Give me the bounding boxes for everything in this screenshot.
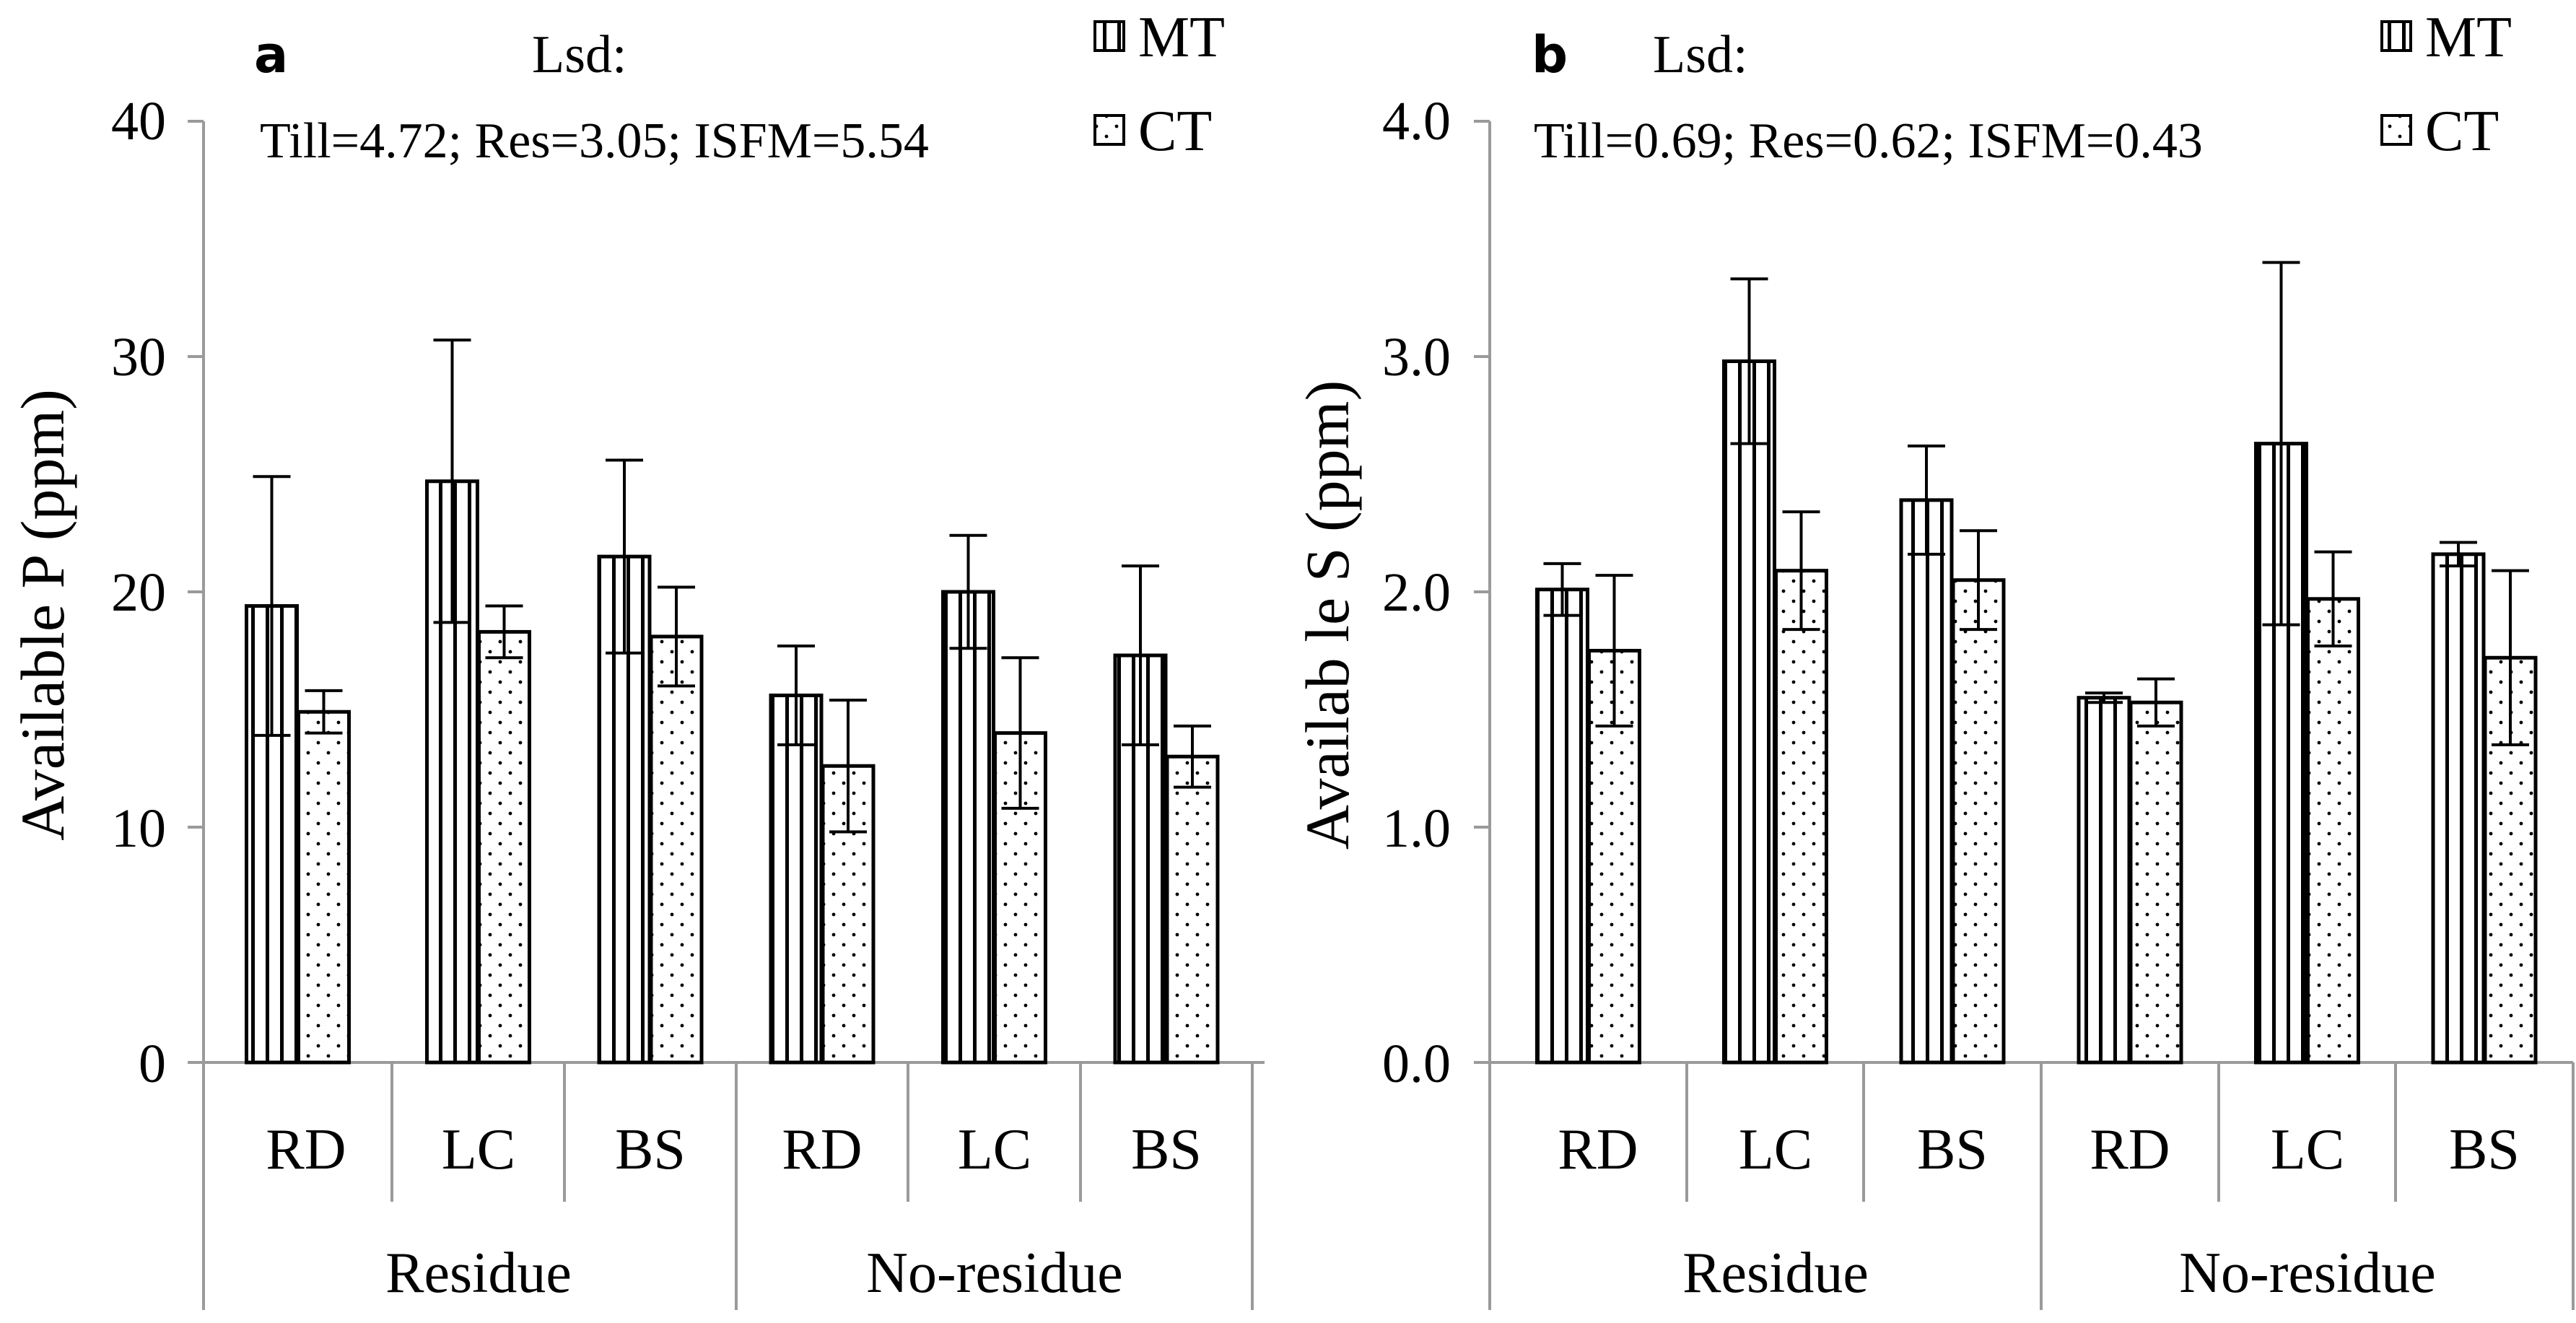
x-category-labels: RD LC BS RD LC BS xyxy=(1558,1118,2520,1182)
y-tick-label: 2.0 xyxy=(1382,562,1451,623)
y-tick-label: 10 xyxy=(111,798,166,859)
x-category-label: RD xyxy=(782,1118,862,1182)
panel-letter: b xyxy=(1532,25,1568,84)
y-tick-label: 0.0 xyxy=(1382,1034,1451,1094)
bar-ct xyxy=(1774,569,1828,1065)
bar-mt xyxy=(2077,696,2131,1065)
lsd-values: Till=0.69; Res=0.62; ISFM=0.43 xyxy=(1534,113,2203,169)
x-group-labels: Residue No-residue xyxy=(1682,1241,2436,1305)
y-tick-label: 4.0 xyxy=(1382,91,1451,152)
bar-mt xyxy=(2431,552,2486,1065)
legend-swatch-ct xyxy=(2380,114,2412,146)
y-tick-label: 3.0 xyxy=(1382,327,1451,388)
panel-a: a Lsd: Till=4.72; Res=3.05; ISFM=5.54 MT… xyxy=(8,6,1265,1310)
plot-area xyxy=(188,120,1265,1310)
y-tick-label: 0 xyxy=(139,1034,166,1094)
x-category-label: BS xyxy=(2449,1118,2520,1182)
x-category-label: BS xyxy=(1917,1118,1988,1182)
bar-ct xyxy=(1951,578,2006,1065)
bar-ct xyxy=(1165,754,1220,1065)
x-category-label: BS xyxy=(1131,1118,1202,1182)
x-group-label: Residue xyxy=(1682,1241,1869,1305)
bar-mt xyxy=(769,693,824,1065)
x-group-labels: Residue No-residue xyxy=(385,1241,1123,1305)
x-category-label: BS xyxy=(615,1118,686,1182)
x-group-label: No-residue xyxy=(2179,1241,2435,1305)
x-category-label: LC xyxy=(2271,1118,2344,1182)
x-category-label: LC xyxy=(442,1118,515,1182)
y-tick-labels: 0 10 20 30 40 xyxy=(111,91,166,1094)
x-group-label: No-residue xyxy=(866,1241,1122,1305)
legend-label-ct: CT xyxy=(2425,100,2499,163)
bar-mt xyxy=(597,554,652,1065)
plot-area xyxy=(1474,120,2575,1310)
y-tick-label: 20 xyxy=(111,562,166,623)
x-group-label: Residue xyxy=(385,1241,572,1305)
lsd-heading: Lsd: xyxy=(532,25,627,84)
legend-label-mt: MT xyxy=(1138,6,1225,69)
y-axis-label: Availab le S (ppm) xyxy=(1293,380,1362,850)
x-category-labels: RD LC BS RD LC BS xyxy=(266,1118,1202,1182)
bar-ct xyxy=(297,709,351,1065)
panel-letter: a xyxy=(254,25,288,84)
legend-label-mt: MT xyxy=(2425,6,2512,69)
legend-swatch-mt xyxy=(1093,20,1125,52)
y-tick-label: 40 xyxy=(111,91,166,152)
y-tick-label: 30 xyxy=(111,327,166,388)
x-category-label: RD xyxy=(1558,1118,1638,1182)
bar-ct xyxy=(2129,700,2183,1065)
x-category-label: RD xyxy=(266,1118,346,1182)
bar-mt xyxy=(941,590,995,1065)
x-category-label: RD xyxy=(2090,1118,2170,1182)
lsd-heading: Lsd: xyxy=(1653,25,1748,84)
legend: MT CT xyxy=(1093,6,1225,163)
bar-ct xyxy=(649,634,704,1065)
legend-swatch-mt xyxy=(2380,20,2412,52)
bar-ct xyxy=(477,629,531,1065)
panel-b: b Lsd: Till=0.69; Res=0.62; ISFM=0.43 MT… xyxy=(1293,6,2575,1310)
y-tick-label: 1.0 xyxy=(1382,798,1451,859)
bar-mt xyxy=(1535,588,1589,1065)
x-category-label: LC xyxy=(958,1118,1031,1182)
legend: MT CT xyxy=(2380,6,2512,163)
y-tick-labels: 0.0 1.0 2.0 3.0 4.0 xyxy=(1382,91,1451,1094)
legend-swatch-ct xyxy=(1093,114,1125,146)
legend-label-ct: CT xyxy=(1138,100,1212,163)
bar-mt xyxy=(1722,359,1776,1065)
lsd-values: Till=4.72; Res=3.05; ISFM=5.54 xyxy=(260,113,929,169)
x-category-label: LC xyxy=(1739,1118,1812,1182)
y-axis-label: Available P (ppm) xyxy=(8,389,77,841)
bar-ct xyxy=(2306,597,2360,1065)
bar-mt xyxy=(1899,498,1954,1065)
